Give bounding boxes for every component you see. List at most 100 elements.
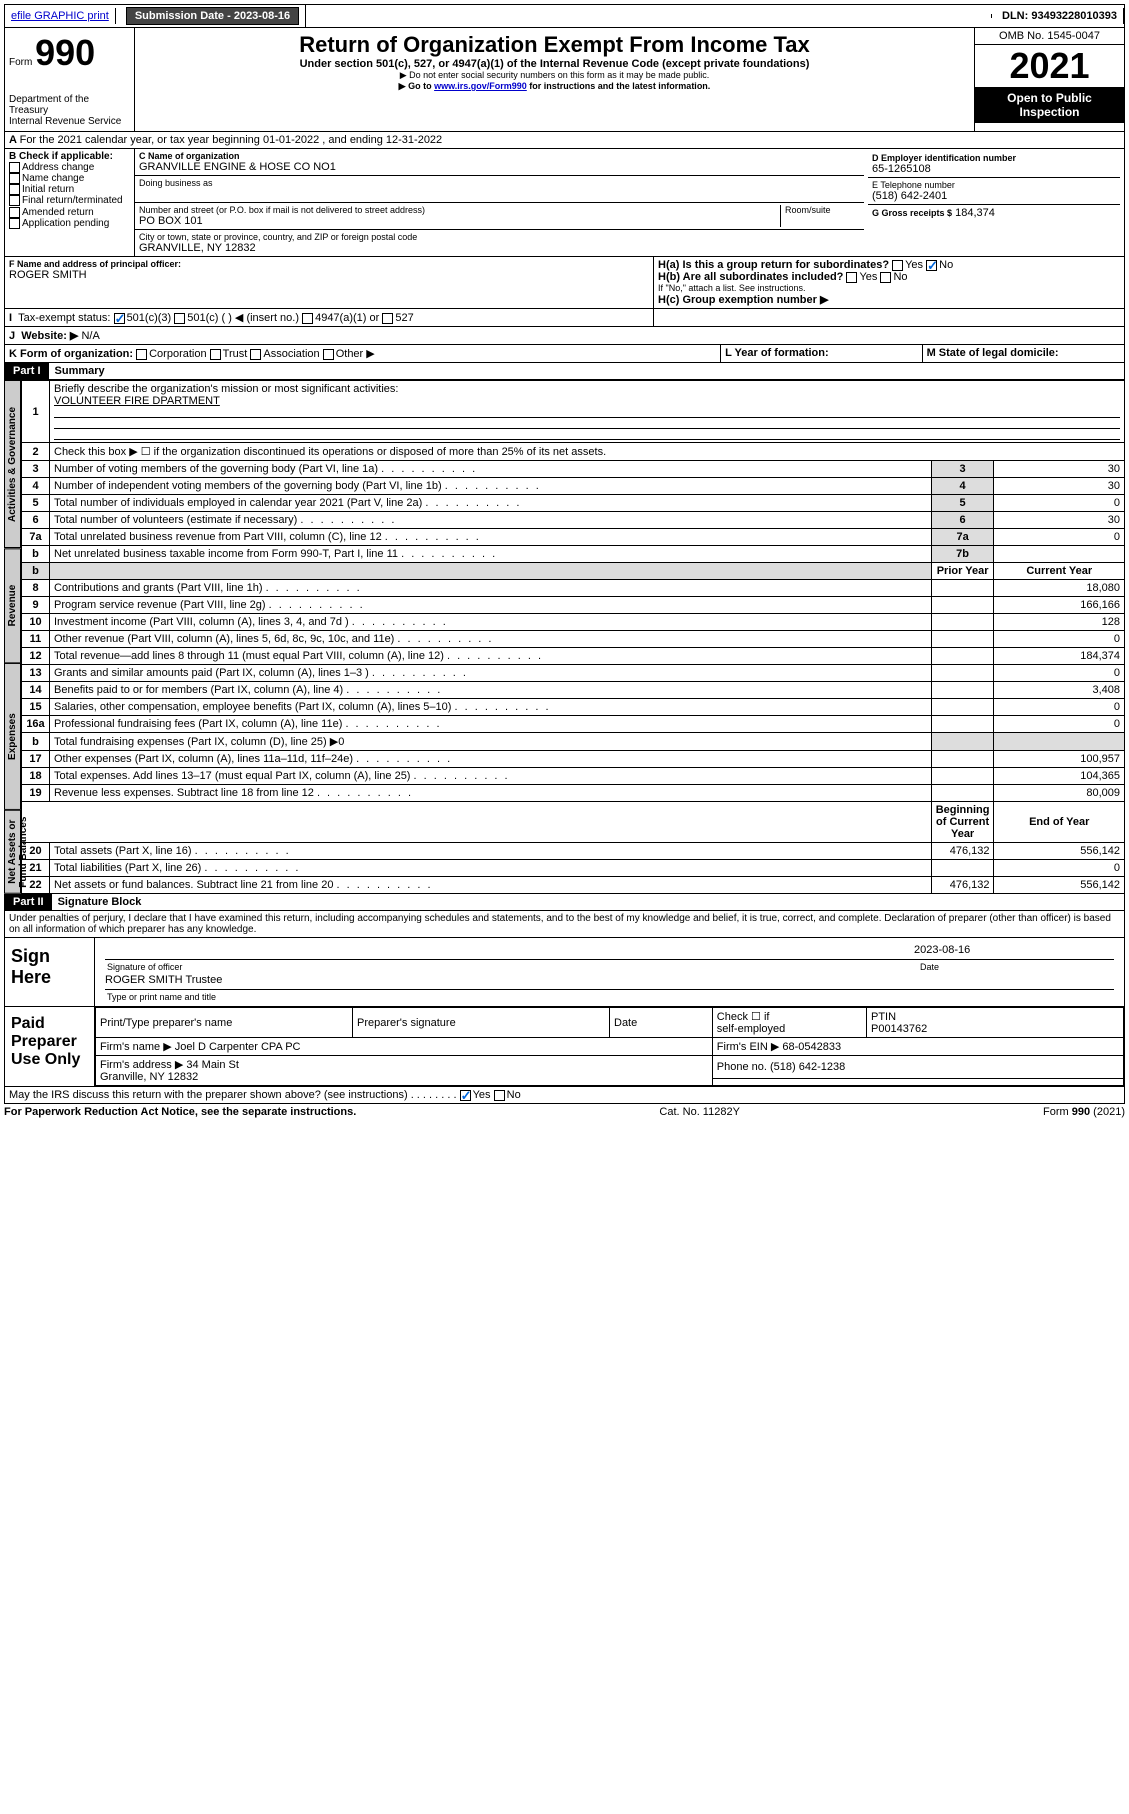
cell-current: 556,142	[994, 843, 1125, 860]
section-bcdeg: B Check if applicable: Address change Na…	[4, 149, 1125, 257]
line-num: 13	[22, 665, 50, 682]
line-text: Salaries, other compensation, employee b…	[50, 699, 932, 716]
line-num: 5	[22, 495, 50, 512]
part2-hdr: Part II	[5, 894, 52, 910]
form-number: 990	[35, 32, 95, 73]
chk-name-change[interactable]: Name change	[9, 173, 130, 184]
irs-label: Internal Revenue Service	[9, 116, 130, 127]
line-text: Contributions and grants (Part VIII, lin…	[50, 580, 932, 597]
firm-addr2: Granville, NY 12832	[100, 1071, 198, 1083]
line-num: 17	[22, 751, 50, 768]
line-num: 8	[22, 580, 50, 597]
line-num: 4	[22, 478, 50, 495]
firm-addr1: 34 Main St	[186, 1059, 239, 1071]
section-c: C Name of organization GRANVILLE ENGINE …	[135, 149, 864, 256]
section-i: I Tax-exempt status: 501(c)(3) 501(c) ( …	[4, 309, 1125, 327]
cell-prior	[931, 665, 994, 682]
chk-527[interactable]	[382, 313, 393, 324]
cell-prior	[931, 597, 994, 614]
cell-current: 104,365	[994, 768, 1125, 785]
line-text: Other expenses (Part IX, column (A), lin…	[50, 751, 932, 768]
cell-current: 100,957	[994, 751, 1125, 768]
line-text: Total expenses. Add lines 13–17 (must eq…	[50, 768, 932, 785]
hb-no[interactable]	[880, 272, 891, 283]
city-value: GRANVILLE, NY 12832	[139, 242, 860, 254]
cell-prior: 476,132	[931, 843, 994, 860]
line-num: 7a	[22, 529, 50, 546]
chk-corp[interactable]	[136, 349, 147, 360]
cell-prior	[931, 699, 994, 716]
f-label: F Name and address of principal officer:	[9, 259, 649, 269]
line-text: Revenue less expenses. Subtract line 18 …	[50, 785, 932, 802]
hb-yes[interactable]	[846, 272, 857, 283]
col-begin: Beginning of Current Year	[931, 802, 994, 843]
cell-prior	[931, 785, 994, 802]
discuss-no[interactable]	[494, 1090, 505, 1101]
gross-receipts: 184,374	[955, 207, 995, 219]
line-text: Investment income (Part VIII, column (A)…	[50, 614, 932, 631]
ptin-label: PTIN	[871, 1011, 896, 1023]
prep-sig-label: Preparer's signature	[353, 1008, 610, 1038]
line-value	[994, 546, 1125, 563]
form-label: Form	[9, 57, 32, 68]
line-key: 7a	[931, 529, 994, 546]
line-text: Number of voting members of the governin…	[50, 461, 932, 478]
line-key: 6	[931, 512, 994, 529]
cell-current: 0	[994, 665, 1125, 682]
cell-current	[994, 733, 1125, 751]
irs-link[interactable]: www.irs.gov/Form990	[434, 81, 527, 91]
col-end: End of Year	[994, 802, 1125, 843]
firm-phone-label: Phone no.	[717, 1061, 767, 1073]
line-num: 10	[22, 614, 50, 631]
sign-here-label: Sign Here	[5, 938, 95, 1006]
chk-501c[interactable]	[174, 313, 185, 324]
form-ref: Form 990 (2021)	[1043, 1106, 1125, 1118]
part1-hdr: Part I	[5, 363, 49, 379]
line-value: 0	[994, 495, 1125, 512]
line-num: 16a	[22, 716, 50, 733]
line-text: Professional fundraising fees (Part IX, …	[50, 716, 932, 733]
street-label: Number and street (or P.O. box if mail i…	[139, 205, 780, 215]
line-key: 3	[931, 461, 994, 478]
cell-prior	[931, 860, 994, 877]
cell-current: 128	[994, 614, 1125, 631]
chk-application-pending[interactable]: Application pending	[9, 218, 130, 229]
cell-prior	[931, 751, 994, 768]
street-value: PO BOX 101	[139, 215, 780, 227]
chk-other[interactable]	[323, 349, 334, 360]
b-label: B Check if applicable:	[9, 151, 130, 162]
line-num: 11	[22, 631, 50, 648]
efile-link[interactable]: efile GRAPHIC print	[5, 8, 116, 24]
part2-header: Part II Signature Block	[4, 894, 1125, 911]
declaration: Under penalties of perjury, I declare th…	[4, 911, 1125, 938]
chk-trust[interactable]	[210, 349, 221, 360]
section-deg: D Employer identification number 65-1265…	[864, 149, 1124, 256]
discuss-yes[interactable]	[460, 1090, 471, 1101]
ha-no[interactable]	[926, 260, 937, 271]
pra-notice: For Paperwork Reduction Act Notice, see …	[4, 1106, 356, 1118]
line-text: Other revenue (Part VIII, column (A), li…	[50, 631, 932, 648]
chk-final-return[interactable]: Final return/terminated	[9, 195, 130, 206]
summary-table: 1 Briefly describe the organization's mi…	[21, 380, 1125, 894]
cell-current: 0	[994, 860, 1125, 877]
phone-value: (518) 642-2401	[872, 190, 1116, 202]
chk-amended-return[interactable]: Amended return	[9, 207, 130, 218]
cell-current: 0	[994, 631, 1125, 648]
tab-governance: Activities & Governance	[4, 380, 21, 548]
chk-assoc[interactable]	[250, 349, 261, 360]
hc-label: H(c) Group exemption number ▶	[658, 293, 1120, 306]
submission-date-btn[interactable]: Submission Date - 2023-08-16	[126, 7, 299, 25]
chk-501c3[interactable]	[114, 313, 125, 324]
cell-current: 0	[994, 699, 1125, 716]
chk-4947[interactable]	[302, 313, 313, 324]
ha-yes[interactable]	[892, 260, 903, 271]
line-num: 19	[22, 785, 50, 802]
subtitle-2: ▶ Do not enter social security numbers o…	[139, 70, 970, 81]
chk-initial-return[interactable]: Initial return	[9, 184, 130, 195]
line-text: Net unrelated business taxable income fr…	[50, 546, 932, 563]
m-label: M State of legal domicile:	[927, 347, 1059, 359]
cell-prior: 476,132	[931, 877, 994, 894]
line-text: Number of independent voting members of …	[50, 478, 932, 495]
form-header: Form 990 Department of the Treasury Inte…	[4, 28, 1125, 132]
chk-address-change[interactable]: Address change	[9, 162, 130, 173]
